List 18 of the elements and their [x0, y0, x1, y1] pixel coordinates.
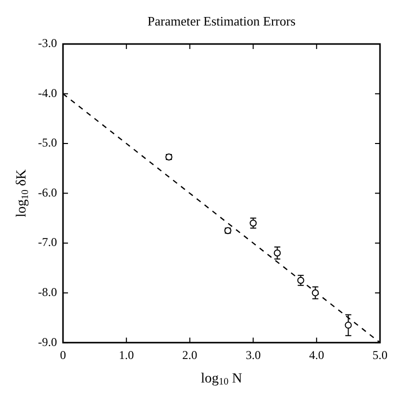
x-tick-label: 1.0 [118, 348, 134, 362]
y-tick-label: -9.0 [38, 334, 57, 349]
x-tick-label: 0 [60, 348, 66, 362]
y-tick-label: -7.0 [38, 235, 57, 250]
point [274, 250, 281, 257]
chart-title: Parameter Estimation Errors [147, 13, 296, 28]
x-tick-label: 4.0 [309, 348, 324, 362]
y-axis-title: log10 δK [14, 169, 32, 218]
point [312, 289, 319, 296]
x-tick-label: 2.0 [182, 348, 198, 362]
x-tick-label: 3.0 [246, 348, 261, 362]
y-tick-label: -4.0 [38, 86, 57, 100]
y-tick-label: -8.0 [38, 284, 57, 299]
y-tick-label: -5.0 [38, 136, 57, 150]
x-tick-label: 5.0 [372, 348, 388, 362]
point [344, 322, 352, 329]
y-tick-label: -6.0 [38, 185, 57, 200]
y-tick-label: -3.0 [38, 36, 57, 50]
